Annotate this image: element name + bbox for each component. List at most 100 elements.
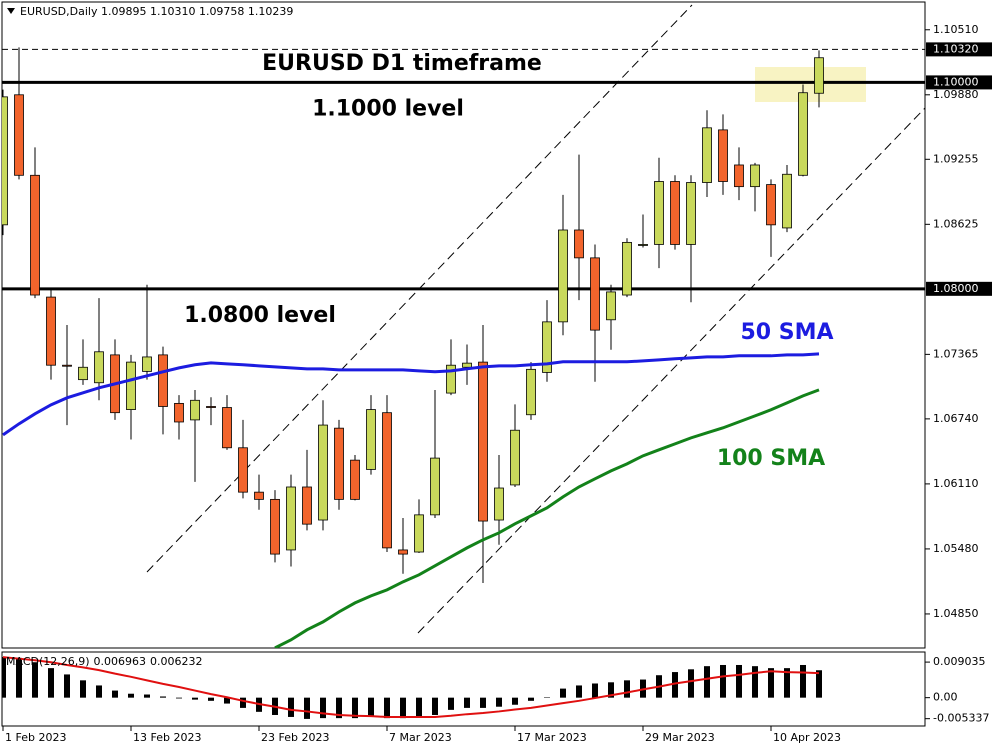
candle-body [46, 296, 56, 366]
candle-body [222, 407, 232, 449]
candle-body [702, 127, 712, 183]
y-tick-label: 1.06110 [933, 477, 979, 490]
candle-body [430, 457, 440, 516]
x-tick-label: 17 Mar 2023 [517, 731, 587, 744]
macd-label: MACD(12,26,9) 0.006963 0.006232 [6, 655, 203, 668]
y-tick-label: 0.009035 [933, 655, 986, 668]
y-tick-label: 1.09880 [933, 88, 979, 101]
macd-bar [192, 697, 198, 700]
candle-body [302, 486, 312, 525]
candle-body [526, 368, 536, 416]
candle-body [30, 174, 40, 296]
x-tick-label: 23 Feb 2023 [261, 731, 329, 744]
macd-bar [96, 685, 102, 698]
macd-bar [800, 664, 806, 698]
macd-bar [672, 672, 678, 698]
candle-body [206, 406, 216, 408]
candle-body [2, 96, 8, 226]
macd-bar [128, 693, 134, 698]
macd-bar [560, 688, 566, 698]
macd-bar [464, 697, 470, 708]
macd-bar [368, 697, 374, 717]
candle-body [718, 129, 728, 182]
macd-bar [480, 697, 486, 708]
macd-bar [32, 662, 38, 698]
candle-body [318, 424, 328, 521]
candle-body [670, 181, 680, 245]
candle-body [382, 412, 392, 549]
y-tick-label: 1.08625 [933, 217, 979, 230]
macd-bar [688, 669, 694, 698]
macd-bar [512, 697, 518, 705]
level-name: 1.1000 level [312, 96, 464, 121]
y-tick-label: -0.005337 [933, 712, 989, 725]
sma-line [2, 352, 820, 437]
macd-bar [320, 697, 326, 719]
y-tick-label: 1.10510 [933, 23, 979, 36]
candle-body [558, 229, 568, 323]
macd-bar [416, 697, 422, 717]
macd-bar [528, 697, 534, 701]
candle-body [654, 181, 664, 245]
candle-body [270, 498, 280, 555]
candle-body [542, 321, 552, 373]
macd-label-part: MACD(12,26,9) [6, 655, 90, 668]
macd-bar [208, 697, 214, 701]
y-tick-label: 1.06740 [933, 412, 979, 425]
level-axis-label: 1.08000 [933, 282, 979, 295]
candle-body [814, 57, 824, 94]
macd-bar [80, 680, 86, 698]
macd-bar [384, 697, 390, 719]
x-tick-label: 10 Apr 2023 [773, 731, 841, 744]
candle-body [478, 361, 488, 522]
candle-body [494, 487, 504, 521]
candle-body [334, 427, 344, 500]
x-tick-label: 1 Feb 2023 [5, 731, 66, 744]
macd-bar [16, 657, 22, 698]
macd-bar [576, 685, 582, 698]
x-tick-label: 13 Feb 2023 [133, 731, 201, 744]
candle-body [158, 354, 168, 407]
level-name: 1.0800 level [184, 303, 336, 328]
candle-body [750, 164, 760, 188]
macd-bar [768, 668, 774, 698]
candle-body [14, 94, 24, 176]
macd-bar [240, 697, 246, 708]
price-axis-label: 1.10320 [933, 42, 979, 55]
price-axis-box [926, 42, 992, 57]
macd-bar [544, 697, 550, 698]
channel-line [417, 107, 925, 634]
macd-plot [2, 656, 822, 719]
chart-header: EURUSD,Daily 1.09895 1.10310 1.09758 1.1… [20, 5, 293, 18]
candle-body [606, 291, 616, 321]
candle-body [462, 362, 472, 368]
macd-bar [784, 668, 790, 698]
y-tick-label: 1.05480 [933, 542, 979, 555]
highlight-zone [755, 67, 866, 102]
macd-bar [816, 670, 822, 698]
y-tick-label: 1.04850 [933, 607, 979, 620]
sma-label: 50 SMA [740, 320, 833, 345]
signal-line [2, 656, 820, 718]
macd-bar [304, 697, 310, 719]
macd-bar [176, 697, 182, 699]
sma-label: 100 SMA [717, 446, 825, 471]
candle-body [238, 447, 248, 493]
candle-body [94, 351, 104, 384]
candle-body [78, 366, 88, 381]
candle-body [350, 459, 360, 500]
macd-bar [720, 664, 726, 698]
annotation: EURUSD D1 timeframe [262, 51, 542, 76]
macd-bar [352, 697, 358, 719]
y-tick-label: 1.07365 [933, 347, 979, 360]
y-tick-label: 1.09255 [933, 152, 979, 165]
macd-bar [112, 690, 118, 698]
candle-body [398, 549, 408, 555]
candle-body [782, 173, 792, 229]
main-plot [2, 47, 925, 648]
macd-bar [48, 668, 54, 698]
candle-body [798, 92, 808, 176]
candle-body [366, 409, 376, 470]
macd-bar [608, 682, 614, 698]
macd-bar [432, 697, 438, 715]
